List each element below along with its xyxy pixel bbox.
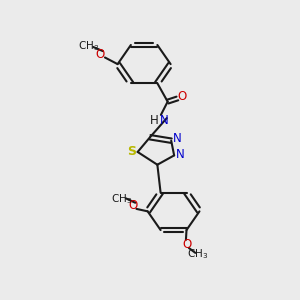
Text: O: O [129, 199, 138, 212]
Text: N: N [176, 148, 185, 161]
Text: CH$_3$: CH$_3$ [110, 192, 132, 206]
Text: N: N [173, 132, 182, 145]
Text: O: O [178, 89, 187, 103]
Text: O: O [95, 48, 105, 61]
Text: S: S [127, 145, 136, 158]
Text: CH$_3$: CH$_3$ [78, 39, 100, 53]
Text: H: H [149, 114, 158, 127]
Text: CH$_3$: CH$_3$ [187, 247, 208, 261]
Text: O: O [182, 238, 191, 251]
Text: N: N [160, 114, 169, 127]
